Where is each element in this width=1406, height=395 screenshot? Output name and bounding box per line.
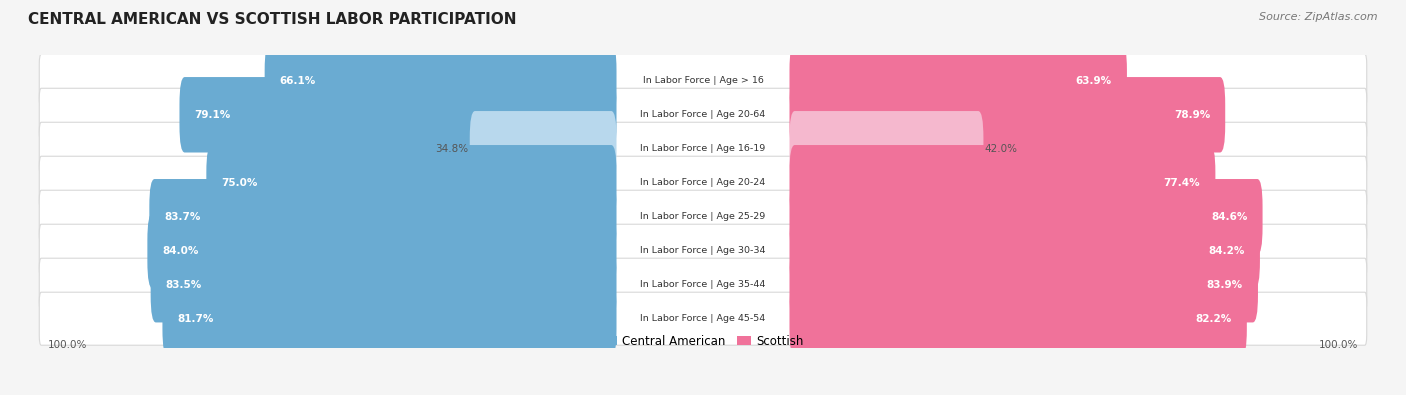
- FancyBboxPatch shape: [149, 179, 616, 254]
- FancyBboxPatch shape: [39, 224, 1367, 277]
- FancyBboxPatch shape: [207, 145, 616, 220]
- Text: 78.9%: 78.9%: [1174, 110, 1211, 120]
- FancyBboxPatch shape: [790, 213, 1260, 288]
- Text: In Labor Force | Age 16-19: In Labor Force | Age 16-19: [640, 144, 766, 153]
- Text: 75.0%: 75.0%: [221, 178, 257, 188]
- FancyBboxPatch shape: [39, 258, 1367, 311]
- Text: 83.9%: 83.9%: [1206, 280, 1243, 290]
- Text: 84.6%: 84.6%: [1211, 212, 1247, 222]
- FancyBboxPatch shape: [150, 247, 616, 322]
- FancyBboxPatch shape: [790, 179, 1263, 254]
- Text: In Labor Force | Age 25-29: In Labor Force | Age 25-29: [640, 212, 766, 221]
- FancyBboxPatch shape: [790, 281, 1247, 356]
- Text: Source: ZipAtlas.com: Source: ZipAtlas.com: [1260, 12, 1378, 22]
- Text: In Labor Force | Age 45-54: In Labor Force | Age 45-54: [640, 314, 766, 323]
- FancyBboxPatch shape: [39, 54, 1367, 107]
- Legend: Central American, Scottish: Central American, Scottish: [603, 335, 803, 348]
- FancyBboxPatch shape: [790, 247, 1258, 322]
- Text: In Labor Force | Age 20-64: In Labor Force | Age 20-64: [640, 110, 766, 119]
- Text: 34.8%: 34.8%: [436, 144, 468, 154]
- FancyBboxPatch shape: [39, 190, 1367, 243]
- Text: 100.0%: 100.0%: [48, 340, 87, 350]
- Text: 83.5%: 83.5%: [166, 280, 202, 290]
- Text: 83.7%: 83.7%: [165, 212, 201, 222]
- Text: In Labor Force | Age 35-44: In Labor Force | Age 35-44: [640, 280, 766, 289]
- FancyBboxPatch shape: [790, 145, 1215, 220]
- Text: 77.4%: 77.4%: [1164, 178, 1201, 188]
- Text: 84.2%: 84.2%: [1209, 246, 1244, 256]
- Text: 82.2%: 82.2%: [1195, 314, 1232, 324]
- FancyBboxPatch shape: [180, 77, 616, 152]
- FancyBboxPatch shape: [264, 43, 616, 118]
- FancyBboxPatch shape: [39, 88, 1367, 141]
- Text: 63.9%: 63.9%: [1076, 76, 1112, 86]
- Text: 100.0%: 100.0%: [1319, 340, 1358, 350]
- Text: 42.0%: 42.0%: [984, 144, 1018, 154]
- Text: In Labor Force | Age 20-24: In Labor Force | Age 20-24: [640, 178, 766, 187]
- FancyBboxPatch shape: [790, 77, 1225, 152]
- Text: In Labor Force | Age 30-34: In Labor Force | Age 30-34: [640, 246, 766, 255]
- FancyBboxPatch shape: [163, 281, 616, 356]
- Text: CENTRAL AMERICAN VS SCOTTISH LABOR PARTICIPATION: CENTRAL AMERICAN VS SCOTTISH LABOR PARTI…: [28, 12, 516, 27]
- Text: 81.7%: 81.7%: [177, 314, 214, 324]
- FancyBboxPatch shape: [790, 43, 1128, 118]
- Text: 79.1%: 79.1%: [194, 110, 231, 120]
- FancyBboxPatch shape: [39, 292, 1367, 345]
- FancyBboxPatch shape: [39, 156, 1367, 209]
- Text: In Labor Force | Age > 16: In Labor Force | Age > 16: [643, 76, 763, 85]
- FancyBboxPatch shape: [790, 111, 983, 186]
- Text: 84.0%: 84.0%: [163, 246, 198, 256]
- FancyBboxPatch shape: [470, 111, 616, 186]
- FancyBboxPatch shape: [39, 122, 1367, 175]
- FancyBboxPatch shape: [148, 213, 616, 288]
- Text: 66.1%: 66.1%: [280, 76, 316, 86]
